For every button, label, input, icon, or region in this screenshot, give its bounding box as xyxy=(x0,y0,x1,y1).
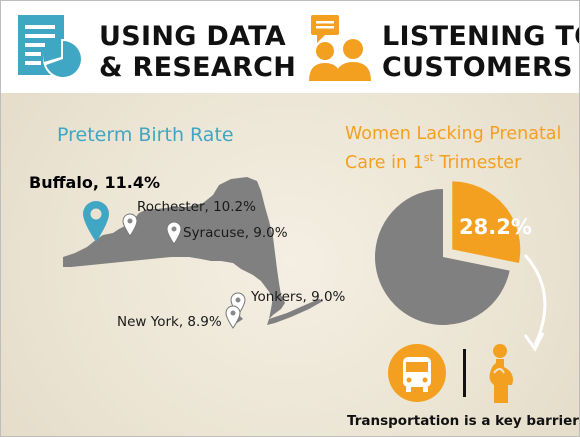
prenatal-title-prefix: Care in 1 xyxy=(345,152,424,173)
header: USING DATA & RESEARCH LISTENING TO CUSTO… xyxy=(1,1,579,93)
preterm-title: Preterm Birth Rate xyxy=(57,124,234,146)
header-left-line1: USING DATA xyxy=(99,21,287,52)
icon-divider xyxy=(463,349,466,397)
rochester-label: Rochester, 10.2% xyxy=(137,199,256,215)
footer-text: Transportation is a key barrier xyxy=(347,413,579,429)
speech-people-icon xyxy=(309,15,371,81)
prenatal-title-line2: Care in 1st Trimester xyxy=(345,146,579,175)
header-left-title: USING DATA & RESEARCH xyxy=(99,21,296,83)
header-left-line2: & RESEARCH xyxy=(99,52,297,83)
pie-slice-rest xyxy=(375,189,510,325)
prenatal-title: Women Lacking Prenatal Care in 1st Trime… xyxy=(345,122,579,175)
curved-arrow-icon xyxy=(523,254,547,352)
syracuse-label: Syracuse, 9.0% xyxy=(183,225,288,241)
rochester-pin-icon xyxy=(122,213,138,237)
prenatal-pie-chart xyxy=(375,181,521,325)
newyork-label: New York, 8.9% xyxy=(117,314,222,330)
yonkers-label: Yonkers, 9.0% xyxy=(251,289,346,305)
pie-value-label: 28.2% xyxy=(459,215,532,239)
prenatal-title-sup: st xyxy=(423,151,434,164)
syracuse-pin-icon xyxy=(166,221,182,245)
prenatal-title-suffix: Trimester xyxy=(433,152,522,173)
buffalo-label: Buffalo, 11.4% xyxy=(29,173,160,192)
header-right-title: LISTENING TO CUSTOMERS xyxy=(382,21,580,83)
prenatal-title-line1: Women Lacking Prenatal xyxy=(345,124,562,144)
pregnant-woman-icon xyxy=(489,344,513,403)
document-chart-icon xyxy=(18,15,83,79)
newyork-pin-icon xyxy=(225,305,241,329)
pie-slice-value xyxy=(452,181,521,263)
header-right-line1: LISTENING TO xyxy=(382,21,580,52)
header-right-line2: CUSTOMERS xyxy=(382,52,573,83)
buffalo-pin-icon xyxy=(83,201,109,242)
bus-icon xyxy=(388,344,446,402)
